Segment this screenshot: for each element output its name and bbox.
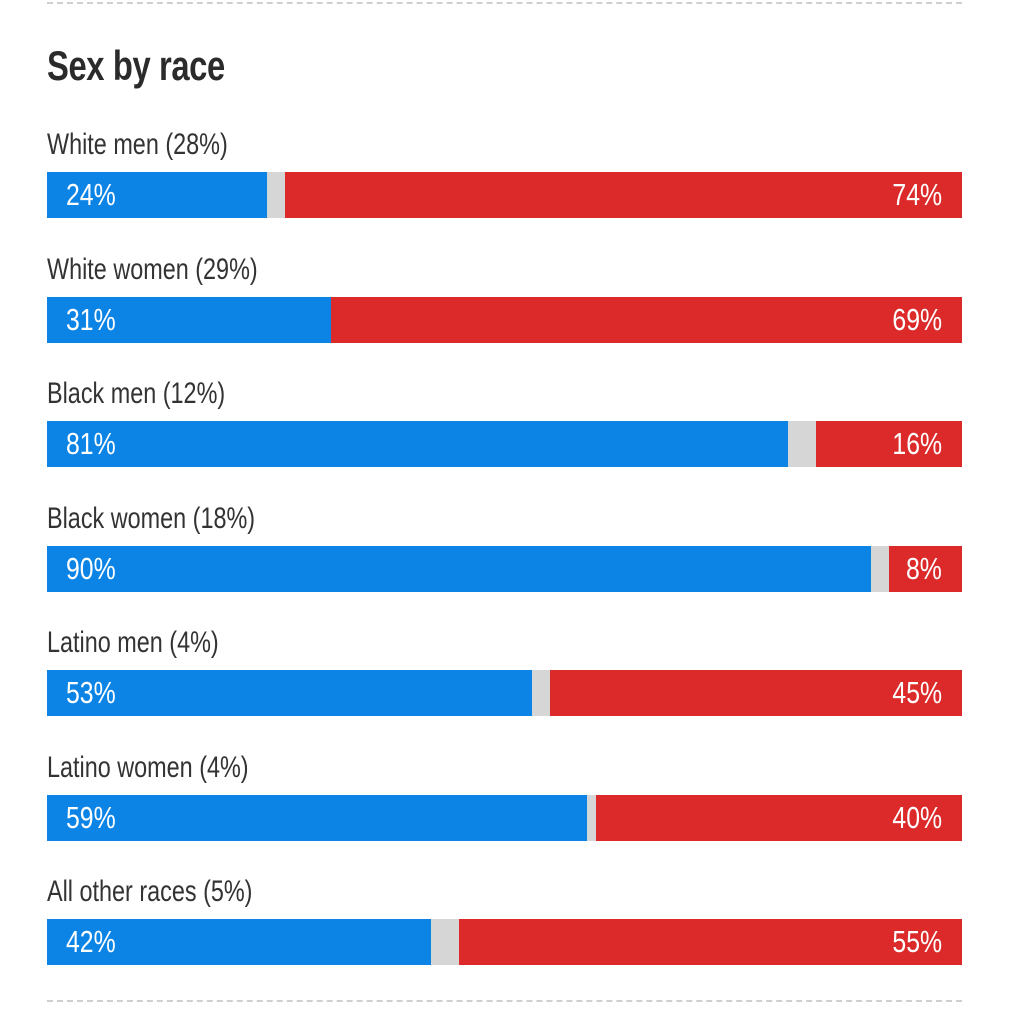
value-label-blue: 24% xyxy=(66,177,116,212)
value-label-red: 55% xyxy=(892,924,942,959)
stacked-bar: 31% 69% xyxy=(47,296,962,343)
bar-segment-blue xyxy=(47,296,331,343)
stacked-bar: 59% 40% xyxy=(47,794,962,841)
value-label-red: 40% xyxy=(892,799,942,835)
bar-segment-red xyxy=(815,421,962,467)
category-label: Black men (12%) xyxy=(47,377,226,410)
bar-segment-blue xyxy=(47,172,267,218)
top-divider xyxy=(47,2,962,4)
value-label-blue: 90% xyxy=(66,550,116,586)
value-label-red: 69% xyxy=(892,301,942,337)
stacked-bar: 42% 55% xyxy=(47,919,962,965)
bar-segment-blue xyxy=(47,545,871,592)
bar-segment-blue xyxy=(47,670,532,716)
stacked-bar: 81% 16% xyxy=(47,421,962,467)
chart-title: Sex by race xyxy=(47,42,225,89)
category-label: Latino women (4%) xyxy=(47,750,249,784)
value-label-blue: 42% xyxy=(66,924,116,959)
value-label-red: 16% xyxy=(892,426,942,461)
value-label-red: 8% xyxy=(906,550,942,586)
bar-segment-red xyxy=(284,172,962,218)
value-label-red: 74% xyxy=(892,177,942,212)
stacked-bar: 90% 8% xyxy=(47,545,962,592)
bar-segment-blue xyxy=(47,421,789,467)
category-label: Black women (18%) xyxy=(47,501,256,535)
stacked-bar: 53% 45% xyxy=(47,670,962,716)
category-label: All other races (5%) xyxy=(47,875,253,908)
category-label: White men (28%) xyxy=(47,128,228,161)
value-label-blue: 53% xyxy=(66,675,116,710)
value-label-red: 45% xyxy=(892,675,942,710)
value-label-blue: 59% xyxy=(66,799,116,835)
bar-segment-red xyxy=(550,670,962,716)
bar-segment-blue xyxy=(47,919,432,965)
bar-segment-red xyxy=(330,296,962,343)
bar-segment-red xyxy=(596,794,962,841)
bottom-divider xyxy=(47,1000,962,1002)
bar-segment-blue xyxy=(47,794,587,841)
bar-segment-red xyxy=(458,919,962,965)
stacked-bar: 24% 74% xyxy=(47,172,962,218)
category-label: Latino men (4%) xyxy=(47,626,219,659)
category-label: White women (29%) xyxy=(47,252,258,286)
value-label-blue: 81% xyxy=(66,426,116,461)
bar-segment-red xyxy=(888,545,962,592)
value-label-blue: 31% xyxy=(66,301,116,337)
